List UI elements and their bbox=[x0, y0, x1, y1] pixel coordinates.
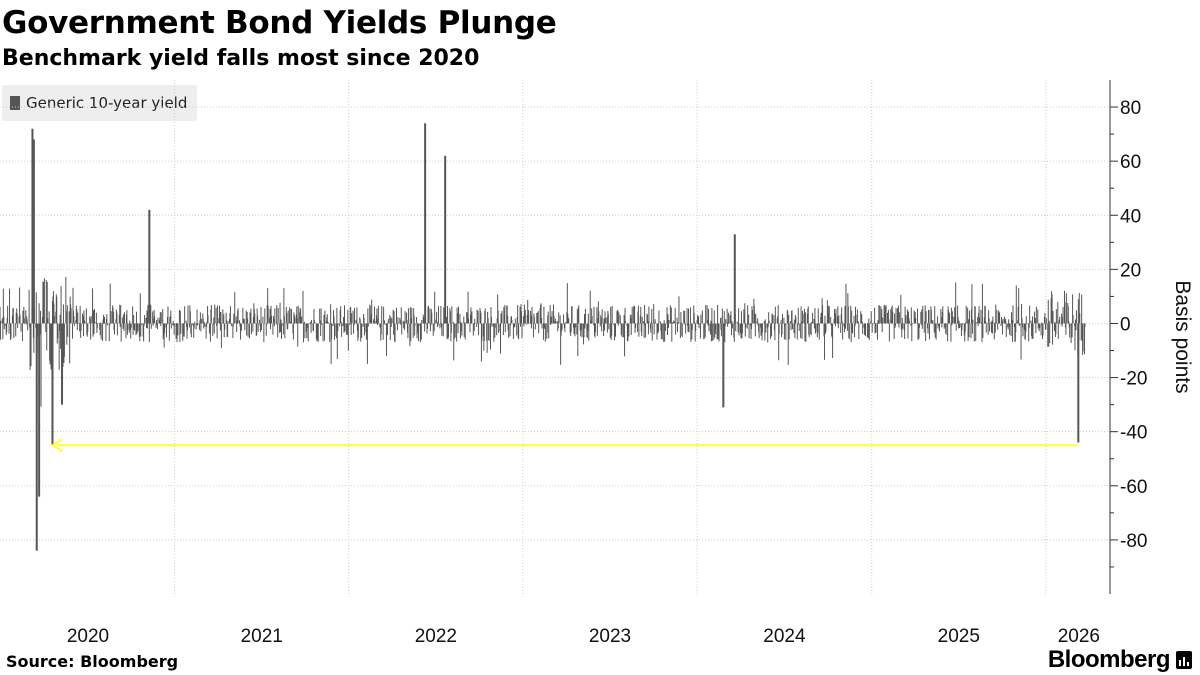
y-tick-label: 60 bbox=[1120, 152, 1141, 173]
y-tick-label: 20 bbox=[1120, 260, 1141, 281]
x-tick-label-2025: 2025 bbox=[938, 626, 980, 647]
series-bars bbox=[0, 123, 1086, 551]
legend-swatch bbox=[10, 96, 20, 110]
x-tick-label-2023: 2023 bbox=[589, 626, 631, 647]
chart-title: Government Bond Yields Plunge bbox=[2, 5, 557, 41]
y-tick-label: 0 bbox=[1120, 314, 1131, 335]
x-tick-label-2022: 2022 bbox=[415, 626, 457, 647]
x-tick-label-2021: 2021 bbox=[241, 626, 283, 647]
x-tick-label-2024: 2024 bbox=[763, 626, 806, 647]
x-tick-label-2026: 2026 bbox=[1058, 626, 1100, 647]
y-tick-label: 40 bbox=[1120, 206, 1141, 227]
y-axis-title: Basis points bbox=[1171, 280, 1194, 393]
y-tick-label: -60 bbox=[1120, 477, 1147, 498]
y-tick-label: -80 bbox=[1120, 531, 1147, 552]
bloomberg-bars-icon bbox=[1176, 651, 1192, 669]
source-note: Source: Bloomberg bbox=[6, 652, 179, 671]
brand-logo: Bloomberg bbox=[1048, 646, 1192, 674]
chart-subtitle: Benchmark yield falls most since 2020 bbox=[2, 46, 480, 71]
annotation-arrow-head bbox=[50, 438, 63, 453]
y-tick-label: 80 bbox=[1120, 98, 1141, 119]
y-tick-label: -20 bbox=[1120, 369, 1147, 390]
y-tick-label: -40 bbox=[1120, 423, 1147, 444]
brand-name: Bloomberg bbox=[1047, 646, 1171, 673]
x-tick-label-2020: 2020 bbox=[67, 626, 109, 647]
